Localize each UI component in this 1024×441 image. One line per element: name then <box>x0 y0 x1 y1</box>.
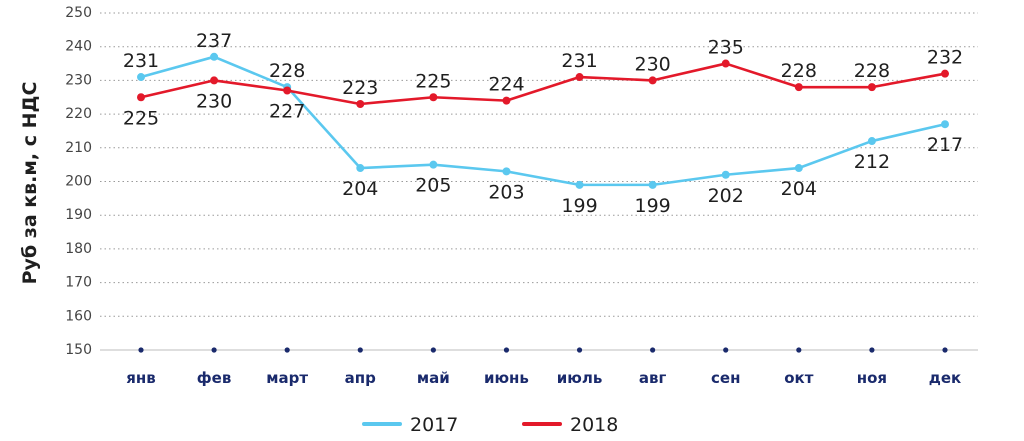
point-2017-11 <box>941 120 949 129</box>
data-label-2017-4: 205 <box>415 175 451 197</box>
y-tick-170: 170 <box>65 275 92 291</box>
series-line-2018 <box>139 62 947 106</box>
point-2017-7 <box>648 180 657 189</box>
point-2018-7 <box>648 76 657 85</box>
x-tick-7: авг <box>639 369 667 387</box>
point-2018-5 <box>502 96 511 105</box>
baseline-dot-9 <box>796 347 802 353</box>
data-labels: 231 225 237 230 228 227 204 223 205 225 203 224 199 2… <box>123 30 963 217</box>
data-label-2018-3: 223 <box>342 77 378 99</box>
data-label-2018-9: 228 <box>781 60 817 82</box>
point-2018-2 <box>283 86 292 95</box>
y-tick-180: 180 <box>65 241 92 257</box>
y-tick-230: 230 <box>65 72 92 88</box>
data-label-2018-7: 230 <box>635 53 671 75</box>
data-label-2018-11: 232 <box>927 47 963 69</box>
x-tick-2: март <box>266 369 308 387</box>
y-tick-210: 210 <box>65 140 92 156</box>
series-layer <box>137 52 949 189</box>
y-tick-160: 160 <box>65 308 92 324</box>
baseline-dot-6 <box>576 347 583 353</box>
data-label-2018-8: 235 <box>708 37 744 59</box>
y-tick-200: 200 <box>65 174 92 190</box>
point-2018-3 <box>356 99 365 108</box>
x-tick-1: фев <box>197 369 232 387</box>
point-2017-9 <box>794 164 803 173</box>
legend-label-2018: 2018 <box>570 414 618 436</box>
data-label-2018-10: 228 <box>854 60 890 82</box>
point-2017-8 <box>721 170 730 179</box>
data-label-2017-8: 202 <box>708 185 744 207</box>
baseline-dot-8 <box>723 347 729 353</box>
x-tick-5: июнь <box>484 369 529 387</box>
baseline-dot-10 <box>869 347 875 353</box>
baseline-dot-1 <box>211 347 217 353</box>
y-axis-label: Руб за кв.м, с НДС <box>19 82 41 285</box>
point-2018-9 <box>794 83 803 92</box>
baseline-dot-3 <box>357 347 363 353</box>
y-tick-labels: 150 160 170 180 190 200 210 220 230 240 250 <box>65 5 92 358</box>
data-label-2017-1: 237 <box>196 30 232 52</box>
point-2018-8 <box>721 59 730 68</box>
point-2018-4 <box>429 93 438 102</box>
data-label-2017-0: 231 <box>123 50 159 72</box>
data-label-2017-7: 199 <box>635 195 671 217</box>
y-tick-190: 190 <box>65 207 92 223</box>
data-label-2017-6: 199 <box>561 195 597 217</box>
y-tick-150: 150 <box>65 342 92 358</box>
legend: 2017 2018 <box>362 414 618 436</box>
x-tick-3: апр <box>345 369 376 387</box>
baseline-dot-4 <box>430 347 436 353</box>
data-label-2018-2: 227 <box>269 101 305 123</box>
point-2017-4 <box>429 160 438 169</box>
point-2018-1 <box>210 76 219 85</box>
point-2018-6 <box>575 73 584 82</box>
point-2017-0 <box>137 73 145 82</box>
x-tick-0: янв <box>126 369 156 387</box>
data-label-2017-11: 217 <box>927 134 963 156</box>
point-2017-5 <box>502 167 511 176</box>
data-label-2018-1: 230 <box>196 90 232 112</box>
baseline-dot-7 <box>650 347 656 353</box>
data-label-2018-5: 224 <box>488 74 524 96</box>
baseline-dot-11 <box>942 347 948 353</box>
legend-label-2017: 2017 <box>410 414 458 436</box>
data-label-2018-6: 231 <box>561 50 597 72</box>
point-2018-0 <box>137 93 145 102</box>
gridlines <box>100 12 978 353</box>
data-label-2017-9: 204 <box>781 178 817 200</box>
y-tick-250: 250 <box>65 5 92 21</box>
x-tick-11: дек <box>929 369 961 387</box>
x-tick-9: окт <box>784 369 813 387</box>
series-line-2017 <box>139 55 947 187</box>
data-label-2018-4: 225 <box>415 70 451 92</box>
x-tick-labels: янв фев март апр май июнь июль авг сен окт ноя дек <box>126 369 961 387</box>
data-label-2018-0: 225 <box>123 107 159 129</box>
point-2017-10 <box>867 137 876 146</box>
baseline-dot-2 <box>284 347 290 353</box>
x-tick-10: ноя <box>857 369 887 387</box>
point-2018-10 <box>867 83 876 92</box>
baseline-dot-0 <box>138 347 144 353</box>
x-tick-4: май <box>417 369 450 387</box>
y-tick-220: 220 <box>65 106 92 122</box>
point-2018-11 <box>941 69 949 78</box>
data-label-2017-2: 228 <box>269 60 305 82</box>
x-tick-6: июль <box>557 369 603 387</box>
data-label-2017-3: 204 <box>342 178 378 200</box>
point-2017-3 <box>356 164 365 173</box>
data-label-2017-10: 212 <box>854 151 890 173</box>
baseline-dot-5 <box>503 347 510 353</box>
point-2017-6 <box>575 180 584 189</box>
data-label-2017-5: 203 <box>488 181 524 203</box>
point-2017-1 <box>210 52 219 61</box>
x-tick-8: сен <box>711 369 740 387</box>
y-tick-240: 240 <box>65 39 92 55</box>
